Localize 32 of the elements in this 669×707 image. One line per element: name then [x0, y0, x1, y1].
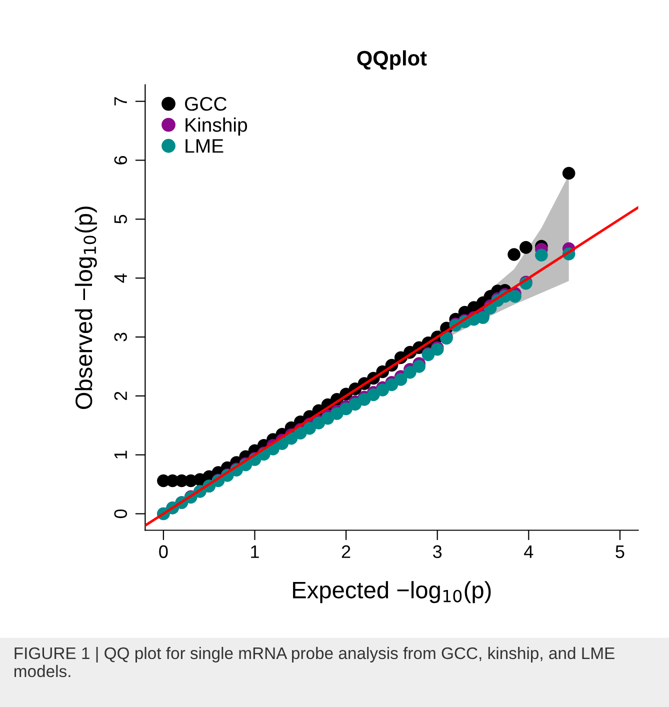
- point: [520, 241, 532, 254]
- y-tick-label: 1: [114, 450, 127, 458]
- point: [412, 360, 426, 373]
- y-tick-label: 7: [114, 97, 127, 106]
- caption: FIGURE 1 | QQ plot for single mRNA probe analysis from GCC, kinship, and LME models.: [14, 646, 614, 678]
- legend-label: LME: [186, 139, 224, 153]
- x-axis-title: Expected −log$_{10}$(p): [293, 581, 491, 604]
- y-axis-title: Observed −log$_{10}$(p): [74, 206, 97, 410]
- x-tick-label: 2: [342, 545, 350, 558]
- x-tick-label: 5: [616, 545, 624, 558]
- point: [394, 373, 408, 386]
- x-tick-label: 4: [524, 545, 534, 558]
- point: [508, 290, 522, 303]
- y-tick-label: 4: [114, 274, 127, 283]
- x-tick-label: 1: [251, 545, 259, 558]
- point: [404, 366, 416, 379]
- point: [376, 384, 389, 396]
- y-tick-label: 5: [114, 214, 128, 224]
- line-series: [145, 206, 638, 527]
- point: [385, 378, 398, 392]
- x-tick-label: 3: [433, 545, 442, 558]
- y-tick-label: 0: [114, 509, 128, 518]
- y-tick-label: 6: [114, 156, 128, 164]
- point: [562, 166, 576, 180]
- legend-label: Kinship: [186, 118, 248, 136]
- y-tick-label: 2: [114, 392, 127, 400]
- point: [535, 248, 548, 262]
- legend-label: GCC: [185, 97, 227, 111]
- y-tick-label: 3: [114, 332, 128, 342]
- point: [508, 248, 520, 261]
- chart-title: QQplot: [357, 50, 427, 70]
- x-tick-label: 0: [159, 545, 168, 558]
